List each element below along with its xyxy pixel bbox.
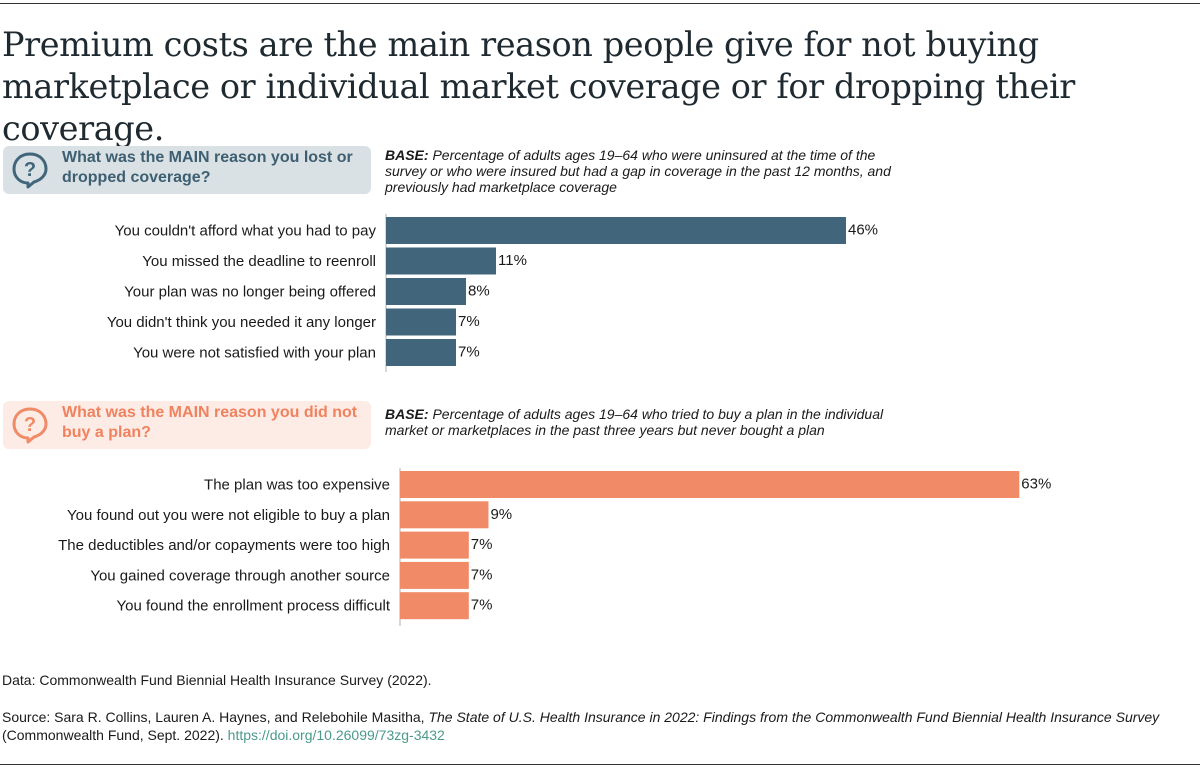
- bar: [386, 278, 466, 305]
- bottom-rule: [0, 764, 1200, 765]
- base-label: BASE:: [385, 147, 429, 163]
- value-label: 11%: [498, 252, 527, 269]
- value-label: 46%: [848, 222, 878, 239]
- question-box-lost-coverage: ? What was the MAIN reason you lost or d…: [3, 146, 371, 194]
- svg-text:?: ?: [24, 159, 36, 181]
- value-label: 8%: [468, 283, 490, 300]
- base-label: BASE:: [385, 406, 429, 422]
- base-text: Percentage of adults ages 19–64 who were…: [385, 147, 891, 195]
- source-link[interactable]: https://doi.org/10.26099/73zg-3432: [227, 727, 445, 743]
- value-label: 9%: [490, 506, 512, 523]
- base-description: BASE: Percentage of adults ages 19–64 wh…: [385, 147, 905, 195]
- category-label: Your plan was no longer being offered: [124, 284, 376, 301]
- category-label: The plan was too expensive: [204, 477, 390, 494]
- value-label: 7%: [471, 566, 493, 583]
- value-label: 7%: [458, 313, 480, 330]
- category-label: You didn't think you needed it any longe…: [107, 314, 376, 331]
- bar: [386, 217, 846, 244]
- svg-text:?: ?: [24, 414, 36, 436]
- bar: [386, 308, 456, 336]
- bar: [386, 247, 496, 275]
- base-text: Percentage of adults ages 19–64 who trie…: [385, 406, 884, 438]
- category-label: The deductibles and/or copayments were t…: [58, 537, 390, 554]
- chart-title: Premium costs are the main reason people…: [2, 25, 1075, 148]
- value-label: 7%: [471, 536, 493, 553]
- question-text: What was the MAIN reason you did not buy…: [62, 404, 358, 441]
- category-label: You gained coverage through another sour…: [90, 567, 390, 584]
- base-description: BASE: Percentage of adults ages 19–64 wh…: [385, 406, 905, 438]
- bar: [400, 471, 1020, 498]
- bar: [400, 561, 469, 589]
- value-label: 63%: [1021, 476, 1051, 493]
- top-rule: [0, 3, 1200, 4]
- category-label: You couldn't afford what you had to pay: [115, 223, 377, 240]
- value-label: 7%: [471, 597, 493, 614]
- question-box-did-not-buy: ? What was the MAIN reason you did not b…: [3, 401, 371, 449]
- question-text: What was the MAIN reason you lost or dro…: [62, 149, 353, 186]
- source-suffix: (Commonwealth Fund, Sept. 2022).: [2, 727, 228, 743]
- question-bubble-icon: ?: [12, 407, 48, 444]
- data-note: Data: Commonwealth Fund Biennial Health …: [2, 672, 432, 688]
- category-label: You missed the deadline to reenroll: [142, 253, 376, 270]
- category-label: You found the enrollment process difficu…: [116, 598, 390, 615]
- bar: [400, 592, 469, 620]
- bar: [400, 531, 469, 559]
- question-bubble-icon: ?: [12, 152, 48, 189]
- source-title: The State of U.S. Health Insurance in 20…: [428, 709, 1160, 725]
- source-note: Source: Sara R. Collins, Lauren A. Hayne…: [2, 708, 1192, 744]
- source-prefix: Source: Sara R. Collins, Lauren A. Hayne…: [2, 709, 429, 725]
- category-label: You found out you were not eligible to b…: [67, 507, 390, 524]
- category-label: You were not satisfied with your plan: [133, 345, 376, 362]
- value-label: 7%: [458, 344, 480, 361]
- bar: [400, 501, 489, 529]
- bar: [386, 339, 456, 366]
